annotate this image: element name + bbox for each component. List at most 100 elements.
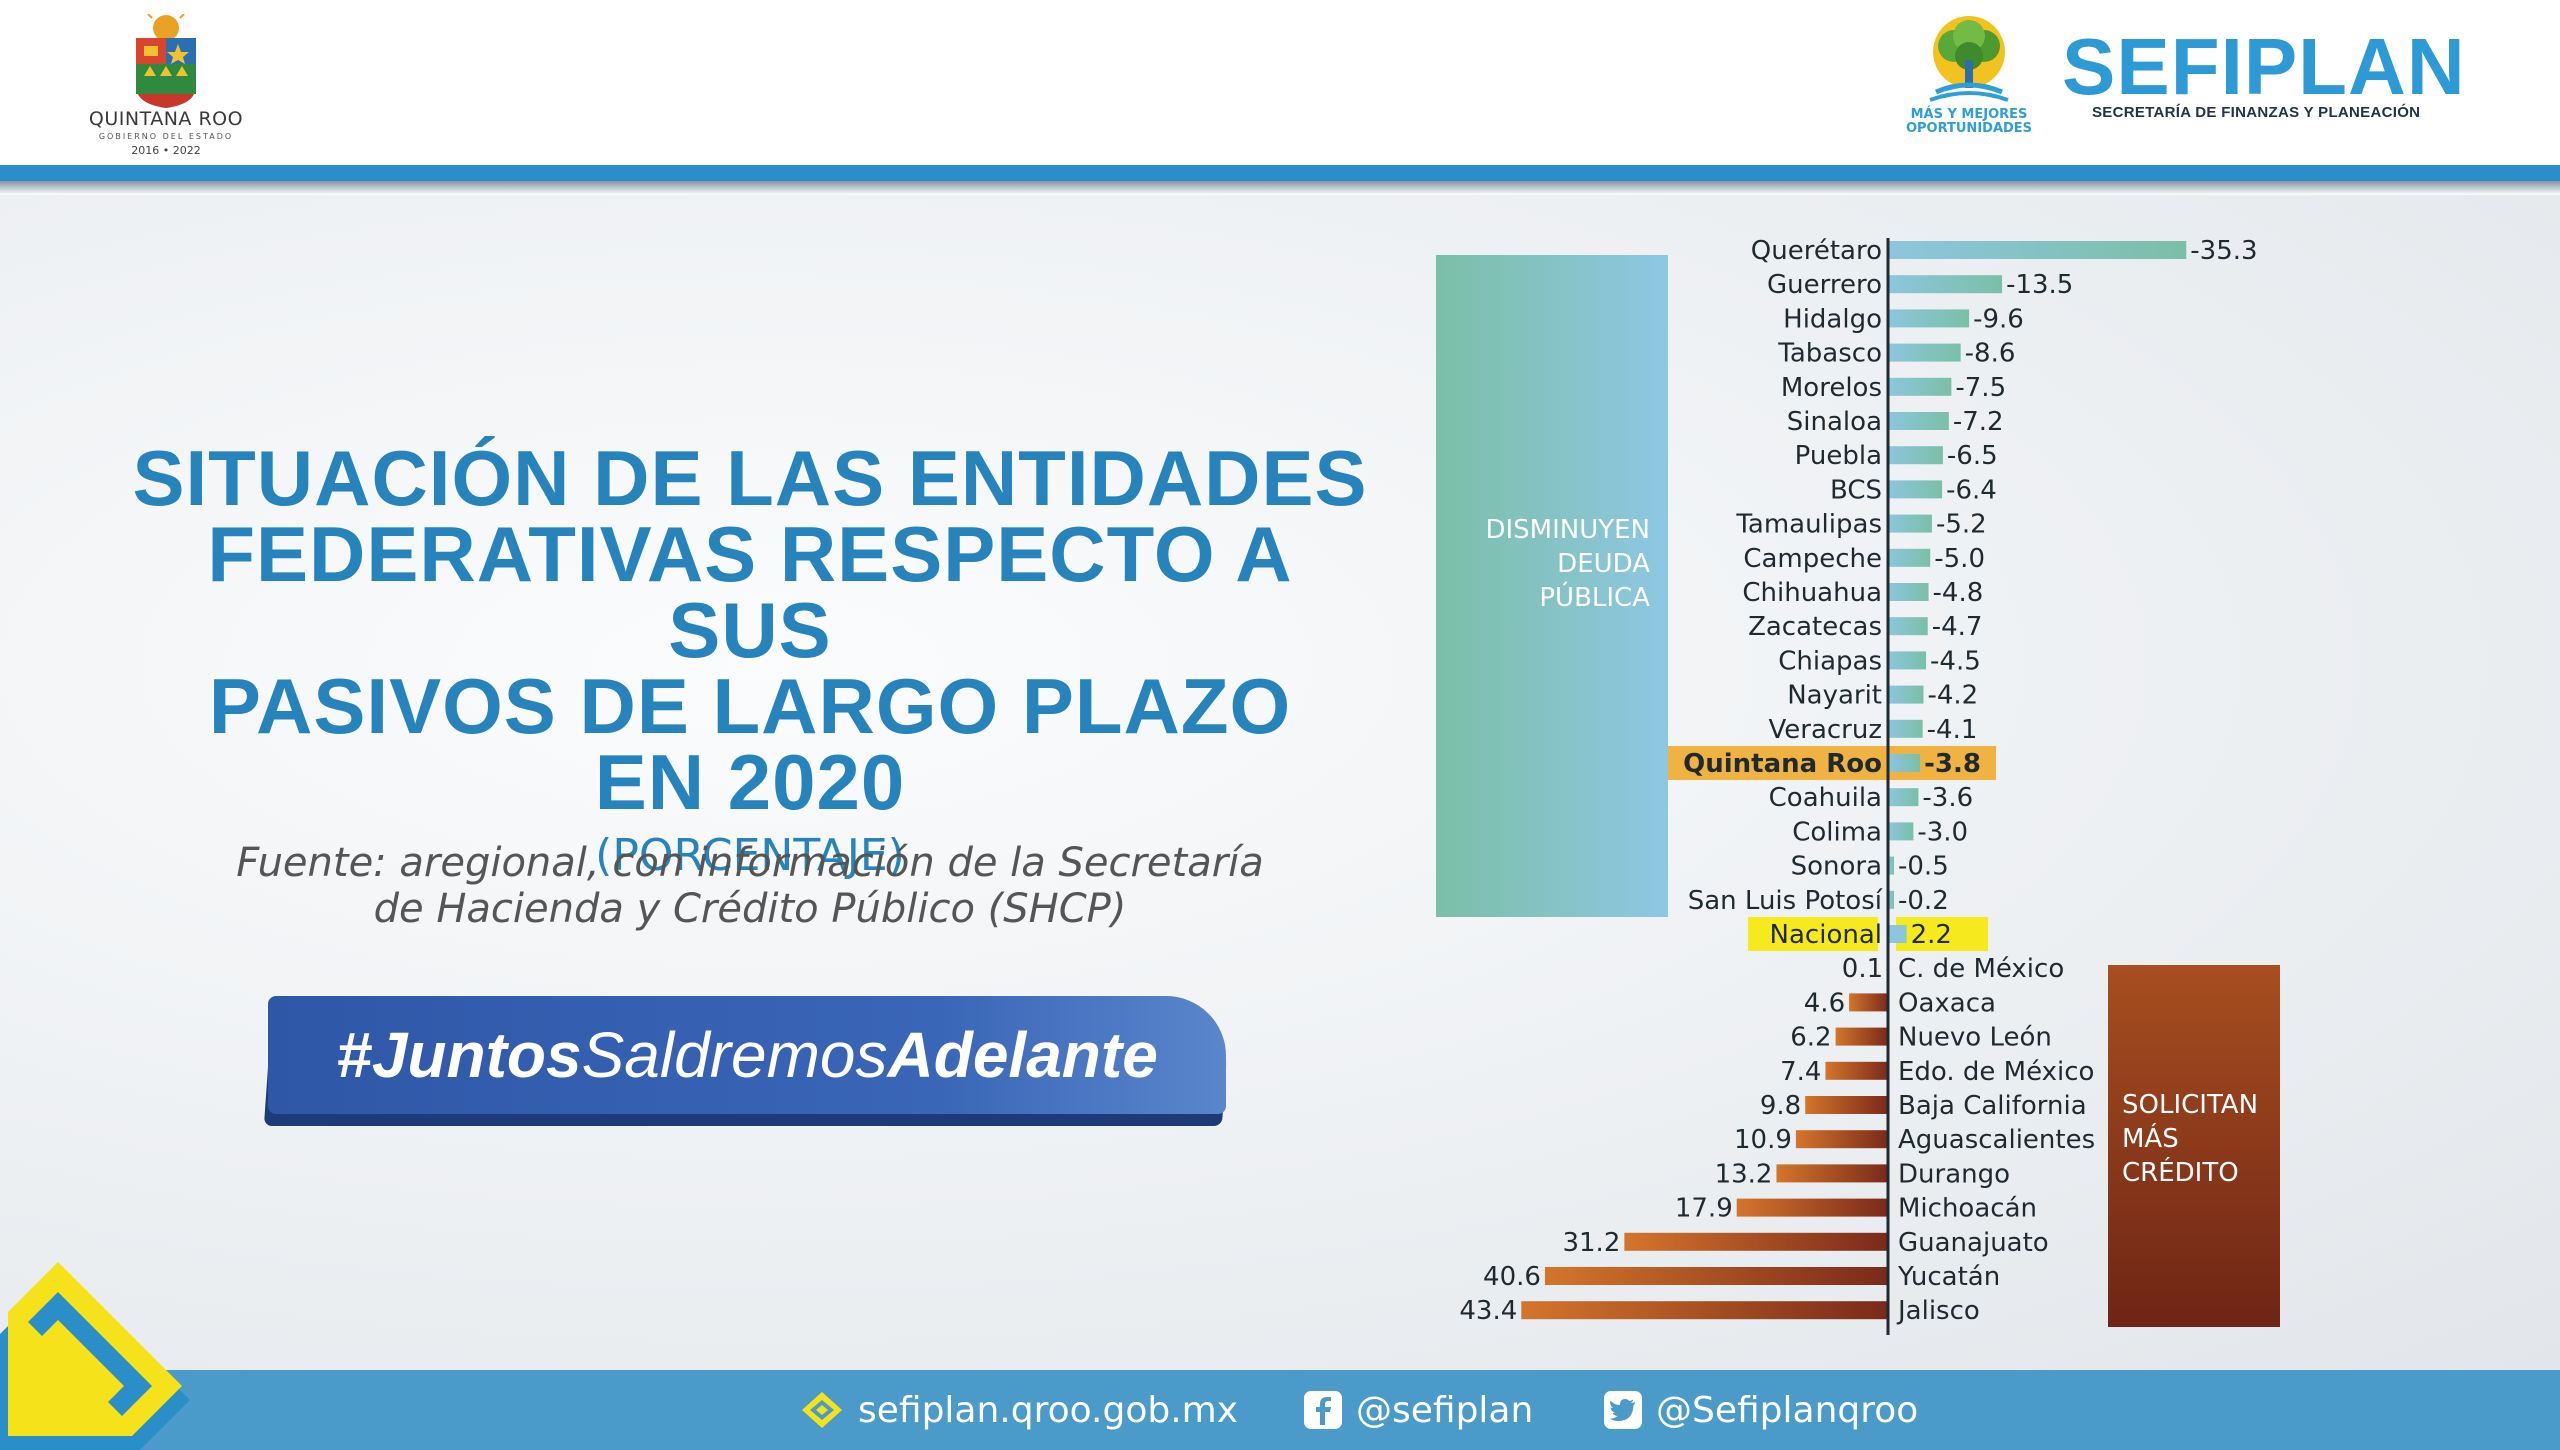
category-label: Tabasco — [1777, 339, 1882, 369]
category-label: Tamaulipas — [1735, 510, 1882, 540]
value-label: -4.1 — [1927, 715, 1978, 745]
value-label: 10.9 — [1734, 1125, 1792, 1155]
bar — [1888, 617, 1928, 636]
category-label: Hidalgo — [1783, 304, 1882, 334]
title-line-4: EN 2020 — [594, 738, 906, 826]
category-label: Coahuila — [1769, 783, 1882, 813]
oportunidades-line2: OPORTUNIDADES — [1905, 121, 2033, 136]
bar — [1776, 1164, 1888, 1183]
bar — [1805, 1096, 1888, 1114]
value-label: -5.2 — [1936, 510, 1987, 540]
facebook-icon — [1304, 1391, 1342, 1429]
tree-icon — [1929, 16, 2009, 102]
value-label: -4.8 — [1933, 578, 1984, 608]
value-label: -8.6 — [1965, 339, 2016, 369]
sefiplan-title: SEFIPLAN — [2062, 22, 2466, 111]
bar — [1544, 1267, 1888, 1285]
value-label: -3.8 — [1924, 749, 1981, 779]
source-line-2: de Hacienda y Crédito Público (SHCP) — [373, 886, 1127, 932]
title-line-1: SITUACIÓN DE LAS ENTIDADES — [132, 434, 1368, 522]
bar — [1521, 1301, 1888, 1320]
title-line-2: FEDERATIVAS RESPECTO A SUS — [207, 510, 1293, 674]
header: QUINTANA ROO GOBIERNO DEL ESTADO 2016 • … — [0, 0, 2560, 165]
value-label: 7.4 — [1780, 1057, 1821, 1087]
value-label: 2.2 — [1911, 920, 1952, 950]
highlight-nacional — [1748, 917, 1878, 951]
category-label: Puebla — [1795, 441, 1882, 471]
sefiplan-subtitle: SECRETARÍA DE FINANZAS Y PLANEACIÓN — [2092, 104, 2421, 121]
category-label: Campeche — [1743, 544, 1882, 574]
bar — [1888, 856, 1894, 875]
website-text: sefiplan.qroo.gob.mx — [858, 1389, 1239, 1431]
hashtag-text: #Juntos Saldremos Adelante — [268, 996, 1226, 1114]
decrease-group-label: DISMINUYEN — [1485, 515, 1650, 545]
category-label: BCS — [1830, 475, 1882, 505]
value-label: -6.5 — [1947, 441, 1998, 471]
bar — [1888, 822, 1914, 841]
source-line-1: Fuente: aregional, con información de la… — [236, 840, 1264, 886]
category-label: Colima — [1792, 817, 1882, 847]
gobierno-del-estado-text: GOBIERNO DEL ESTADO — [98, 132, 234, 141]
value-label: -7.5 — [1955, 373, 2006, 403]
bar — [1888, 925, 1907, 943]
bar — [1888, 446, 1943, 465]
footer-twitter[interactable]: @Sefiplanqroo — [1604, 1370, 1918, 1450]
value-label: -6.4 — [1946, 475, 1997, 505]
value-label: 4.6 — [1804, 988, 1845, 1018]
category-label: Durango — [1898, 1159, 2010, 1189]
category-label: Querétaro — [1751, 236, 1882, 266]
decrease-group-label: DEUDA — [1557, 549, 1650, 579]
value-label: -4.5 — [1930, 646, 1981, 676]
bar — [1888, 480, 1943, 499]
bar — [1888, 241, 2187, 259]
category-label: Jalisco — [1896, 1296, 1980, 1326]
category-label: Baja California — [1898, 1091, 2087, 1121]
category-label: Aguascalientes — [1898, 1125, 2095, 1155]
hashtag-part3: Adelante — [887, 1019, 1158, 1091]
footer-facebook[interactable]: @sefiplan — [1304, 1370, 1533, 1450]
category-label: Nacional — [1770, 920, 1882, 950]
value-label: 31.2 — [1562, 1228, 1620, 1258]
category-label: Veracruz — [1769, 715, 1883, 745]
bar — [1795, 1130, 1888, 1149]
value-label: 40.6 — [1483, 1262, 1541, 1292]
category-label: Guerrero — [1767, 270, 1882, 300]
increase-group-panel — [2108, 965, 2280, 1327]
quintana-roo-name: QUINTANA ROO — [88, 108, 244, 130]
bar — [1888, 719, 1923, 738]
increase-group-label: MÁS — [2122, 1122, 2179, 1154]
value-label: 9.8 — [1760, 1091, 1801, 1121]
bar — [1888, 548, 1931, 567]
value-label: -5.0 — [1934, 544, 1985, 574]
twitter-text: @Sefiplanqroo — [1656, 1389, 1919, 1431]
category-label: San Luis Potosí — [1688, 886, 1883, 916]
category-label: Oaxaca — [1898, 988, 1996, 1018]
category-label: Sinaloa — [1787, 407, 1882, 437]
value-label: 43.4 — [1459, 1296, 1517, 1326]
value-label: 13.2 — [1715, 1159, 1773, 1189]
bar — [1888, 583, 1929, 601]
value-label: 0.1 — [1842, 954, 1883, 984]
oportunidades-line1: MÁS Y MEJORES — [1910, 107, 2028, 122]
bar — [1888, 890, 1894, 909]
hashtag-part1: #Juntos — [336, 1019, 582, 1091]
decrease-group-label: PÚBLICA — [1539, 581, 1650, 613]
value-label: -9.6 — [1973, 304, 2024, 334]
sefiplan-logo-icon — [800, 1390, 844, 1430]
category-label: Yucatán — [1897, 1262, 2000, 1292]
increase-group-label: SOLICITAN — [2122, 1090, 2258, 1120]
decrease-group-panel — [1436, 255, 1668, 917]
administration-years: 2016 • 2022 — [131, 144, 201, 157]
value-label: -4.7 — [1932, 612, 1983, 642]
hashtag-banner: #Juntos Saldremos Adelante — [263, 996, 1231, 1130]
header-stripe — [0, 165, 2560, 181]
bar — [1888, 788, 1919, 807]
quintana-roo-shield-icon — [136, 14, 196, 108]
value-label: -3.6 — [1922, 783, 1973, 813]
unit-label: (PORCENTAJE) — [595, 830, 905, 881]
footer: sefiplan.qroo.gob.mx @sefiplan @Sefiplan… — [0, 1370, 2560, 1450]
oportunidades-text: MÁS Y MEJORES OPORTUNIDADES — [1896, 108, 2042, 136]
twitter-icon — [1604, 1391, 1642, 1429]
footer-website[interactable]: sefiplan.qroo.gob.mx — [800, 1370, 1238, 1450]
debt-chart: DISMINUYEN DEUDA PÚBLICA SOLICITAN MÁS CRÉDIT… — [1420, 230, 2320, 1340]
